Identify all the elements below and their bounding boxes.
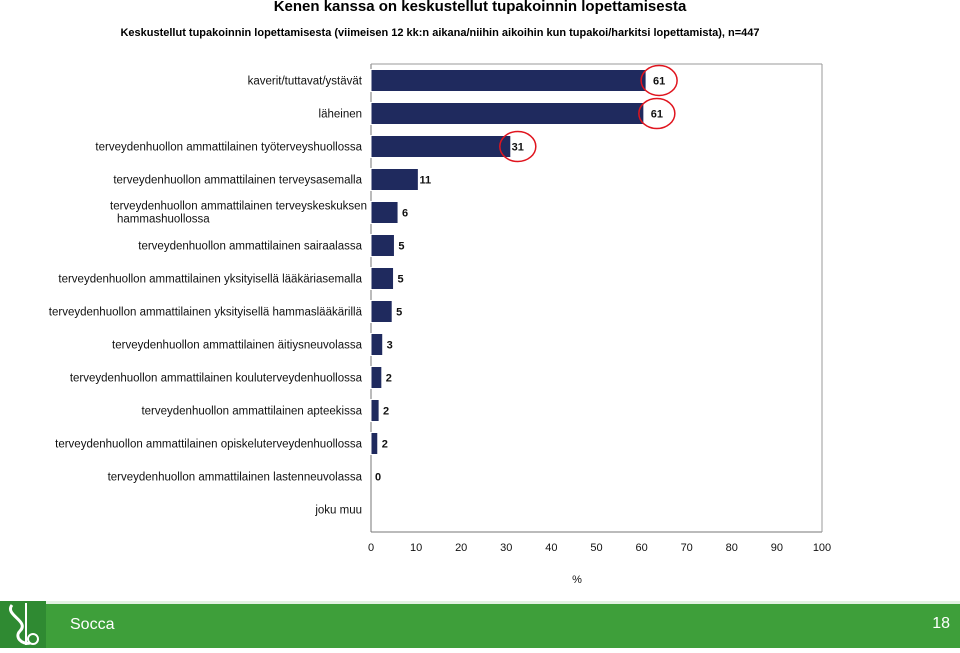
value-label: 6 <box>402 208 408 220</box>
value-label: 11 <box>420 175 432 187</box>
socca-logo-icon <box>0 601 46 648</box>
value-label: 61 <box>651 109 663 121</box>
bar <box>370 300 393 323</box>
bar <box>370 399 380 422</box>
x-tick-label: 80 <box>726 542 738 554</box>
chart-subtitle: Keskustellut tupakoinnin lopettamisesta … <box>120 27 760 39</box>
x-tick-label: 0 <box>368 542 374 554</box>
value-label: 2 <box>386 373 392 385</box>
bar <box>370 366 383 389</box>
category-label: terveydenhuollon ammattilainen opiskelut… <box>55 439 362 451</box>
x-tick-label: 50 <box>590 542 602 554</box>
value-label: 3 <box>387 340 393 352</box>
category-label: terveydenhuollon ammattilainen apteekiss… <box>141 406 362 418</box>
category-label: terveydenhuollon ammattilainen terveysas… <box>113 175 362 187</box>
page-number: 18 <box>932 615 950 632</box>
highlight-circle <box>499 130 537 163</box>
x-tick-label: 30 <box>500 542 512 554</box>
bar <box>370 333 384 356</box>
value-label: 2 <box>382 439 388 451</box>
bar <box>370 102 645 125</box>
highlight-circle <box>640 64 678 97</box>
category-label: terveydenhuollon ammattilainen yksityise… <box>58 274 362 286</box>
category-label: terveydenhuollon ammattilainen terveyske… <box>110 201 367 226</box>
category-label: terveydenhuollon ammattilainen työtervey… <box>95 142 362 154</box>
brand-name: Socca <box>70 616 115 633</box>
category-label: terveydenhuollon ammattilainen sairaalas… <box>138 241 362 253</box>
bar <box>370 135 512 158</box>
x-tick-label: 100 <box>813 542 831 554</box>
bar <box>370 432 379 455</box>
footer-bar: Socca 18 <box>0 601 960 648</box>
bar <box>370 234 395 257</box>
value-label: 5 <box>398 241 404 253</box>
footer-divider <box>46 601 960 604</box>
value-label: 31 <box>512 142 524 154</box>
x-tick-label: 90 <box>771 542 783 554</box>
x-tick-label: 10 <box>410 542 422 554</box>
category-label: terveydenhuollon ammattilainen yksityise… <box>49 307 363 319</box>
bar <box>370 168 419 191</box>
value-label: 61 <box>653 76 665 88</box>
category-label: kaverit/tuttavat/ystävät <box>248 76 363 88</box>
bar <box>370 69 647 92</box>
value-label: 2 <box>383 406 389 418</box>
category-label: terveydenhuollon ammattilainen kouluterv… <box>70 373 363 385</box>
value-label: 5 <box>397 274 403 286</box>
x-tick-label: 40 <box>545 542 557 554</box>
category-label: joku muu <box>314 505 362 517</box>
x-tick-label: 20 <box>455 542 467 554</box>
chart-title: Kenen kanssa on keskustellut tupakoinnin… <box>273 0 687 15</box>
bar <box>370 267 395 290</box>
x-axis-label: % <box>572 574 582 586</box>
bar-chart: 0 10 20 30 40 50 60 70 80 90 100%kaverit/tuttavat/… <box>49 63 831 586</box>
value-label: 5 <box>396 307 402 319</box>
x-tick-label: 70 <box>681 542 693 554</box>
category-label: terveydenhuollon ammattilainen äitiysneu… <box>112 340 363 352</box>
highlight-circle <box>638 97 676 130</box>
category-label: läheinen <box>319 109 362 121</box>
x-tick-label: 60 <box>635 542 647 554</box>
value-label: 0 <box>375 472 381 484</box>
category-label: terveydenhuollon ammattilainen lastenneu… <box>108 472 363 484</box>
bar <box>370 201 399 224</box>
